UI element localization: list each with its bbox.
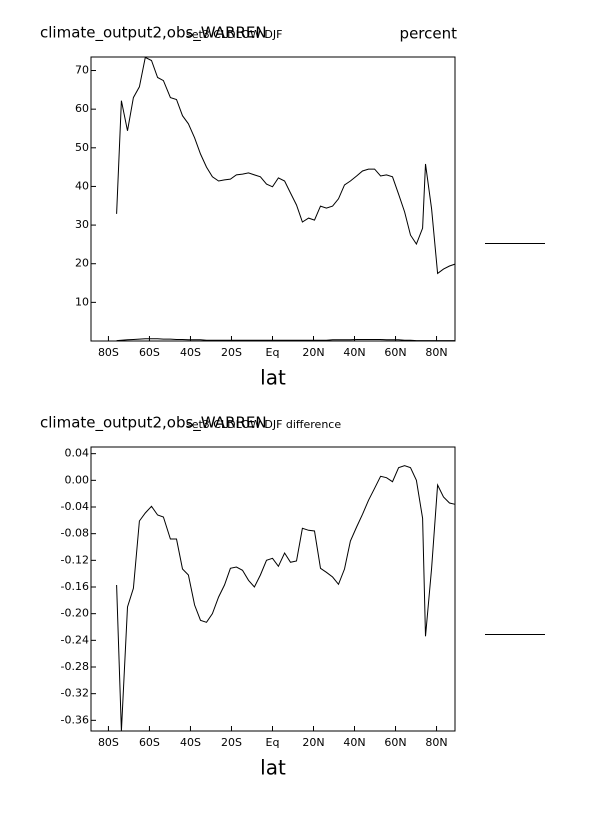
x-tick-label: 40S [180,736,201,749]
x-tick-label: 20S [221,736,242,749]
y-tick-label: 10 [75,295,89,308]
x-tick-label: 40N [343,346,365,359]
chart-subtitle: set3 CLDLOW DJF [186,28,282,41]
x-tick-label: 60S [139,736,160,749]
x-axis-label: lat [260,756,286,780]
x-tick-label: Eq [266,346,280,359]
x-tick-label: 40N [343,736,365,749]
x-tick-label: 60N [384,346,406,359]
y-tick-label: 70 [75,64,89,77]
y-tick-label: -0.32 [61,687,89,700]
y-tick-label: -0.08 [61,527,89,540]
y-tick-label: -0.24 [61,633,89,646]
x-tick-label: 60N [384,736,406,749]
x-tick-label: 80N [425,736,447,749]
chart-title: climate_output2,obs_WARREN [40,24,267,43]
chart-subtitle: set3 CLDLOW DJF difference [186,418,341,431]
units: percent [400,25,458,43]
y-tick-label: 0.04 [65,447,90,460]
y-tick-label: 40 [75,179,89,192]
y-tick-label: -0.16 [61,580,89,593]
data-line [116,56,456,275]
y-tick-label: 50 [75,141,89,154]
x-tick-label: 60S [139,346,160,359]
x-tick-label: 40S [180,346,201,359]
y-tick-label: 0.00 [65,473,90,486]
x-tick-label: 20S [221,346,242,359]
chart-title: climate_output2,obs_WARREN [40,414,267,433]
x-tick-label: 20N [302,346,324,359]
data-line [116,465,456,732]
x-axis-label: lat [260,366,286,390]
x-tick-label: 80S [98,346,119,359]
x-tick-label: 80N [425,346,447,359]
y-tick-label: 60 [75,102,89,115]
y-tick-label: 20 [75,257,89,270]
x-tick-label: 20N [302,736,324,749]
y-tick-label: -0.20 [61,607,89,620]
y-tick-label: -0.04 [61,500,89,513]
plot-frame [90,446,456,732]
y-tick-label: 30 [75,218,89,231]
plot-frame [90,56,456,342]
data-line [116,338,455,342]
y-tick-label: -0.28 [61,660,89,673]
x-tick-label: Eq [266,736,280,749]
x-tick-label: 80S [98,736,119,749]
y-tick-label: -0.12 [61,553,89,566]
y-tick-label: -0.36 [61,713,89,726]
